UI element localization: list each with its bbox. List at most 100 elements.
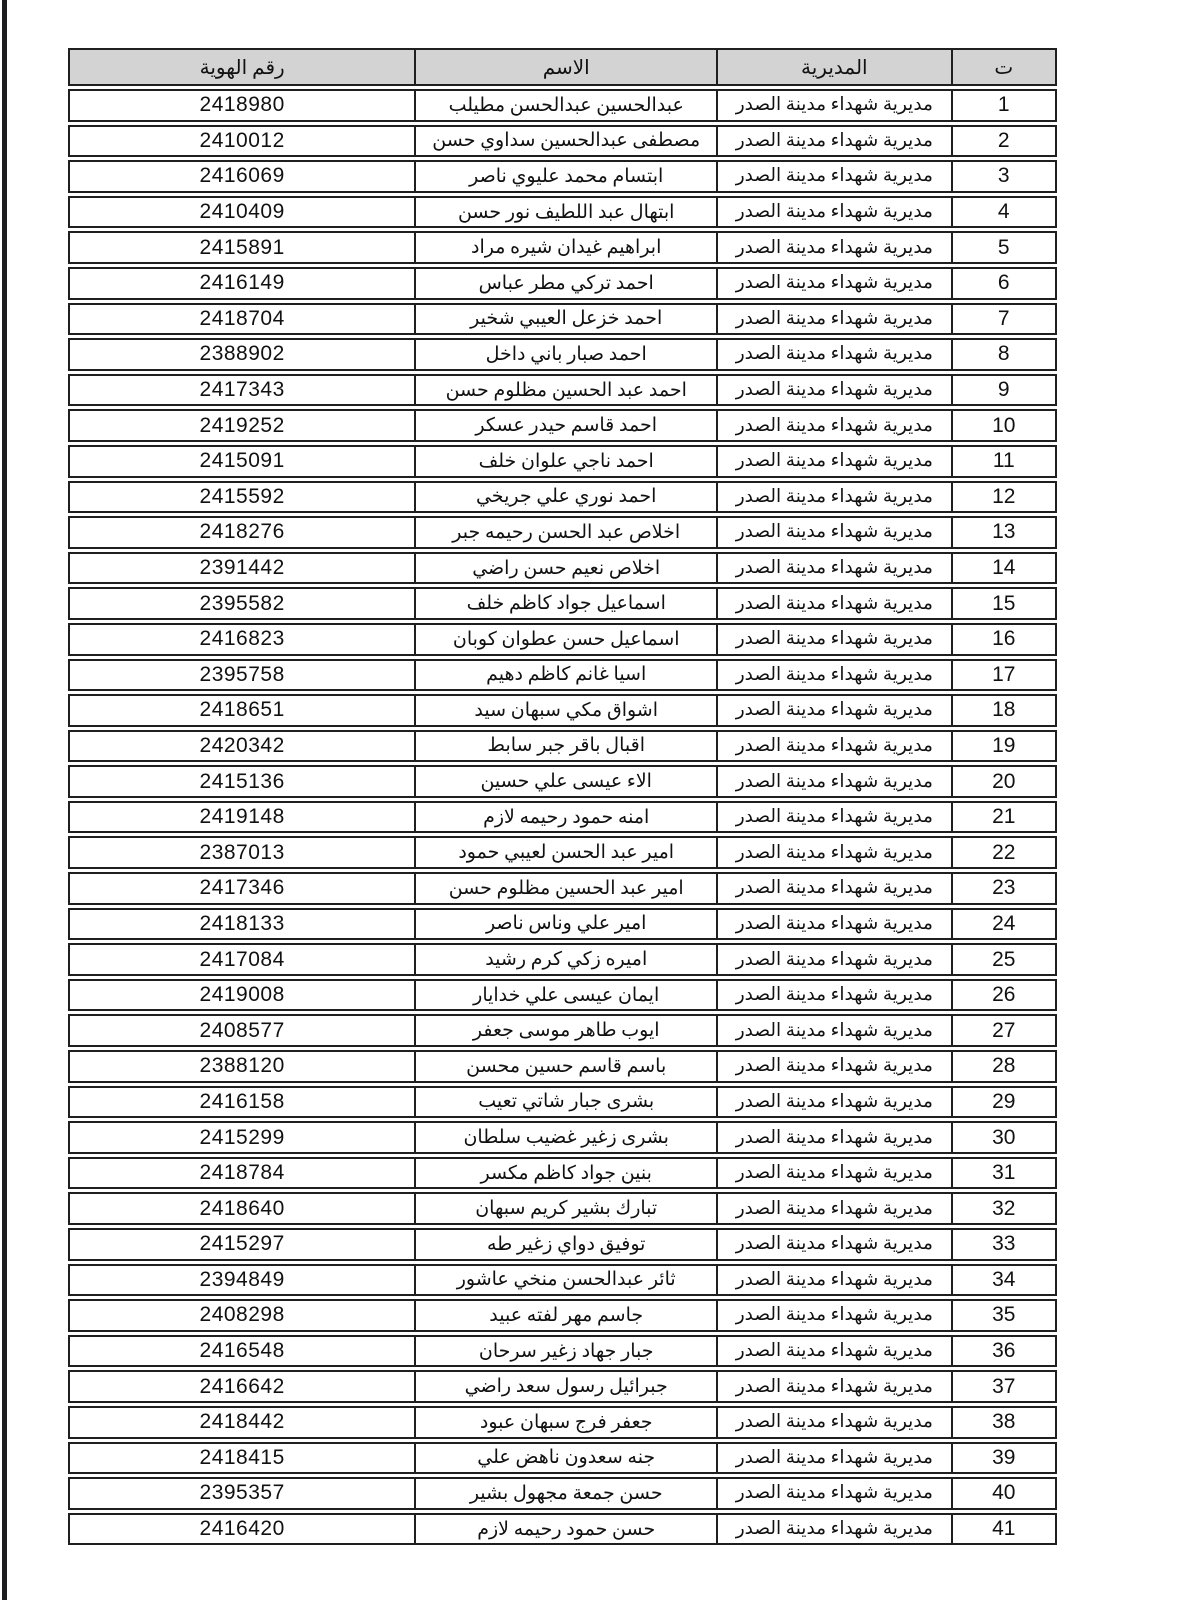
table-row: 41 مديرية شهداء مدينة الصدر حسن حمود رحيمه…: [68, 1512, 1057, 1546]
cell-serial: 7: [952, 302, 1057, 336]
cell-serial: 25: [952, 943, 1057, 976]
cell-serial: 19: [952, 729, 1057, 763]
table-row: 12 مديرية شهداء مدينة الصدر احمد نوري علي …: [68, 480, 1057, 514]
cell-id-number: 2395357: [68, 1477, 417, 1510]
cell-id-number: 2416069: [68, 160, 417, 193]
cell-serial: 4: [952, 195, 1057, 229]
cell-directorate: مديرية شهداء مدينة الصدر: [718, 1192, 953, 1225]
cell-serial: 29: [952, 1085, 1057, 1119]
cell-directorate: مديرية شهداء مدينة الصدر: [718, 195, 953, 229]
cell-directorate: مديرية شهداء مدينة الصدر: [718, 1299, 953, 1332]
cell-name: احمد قاسم حيدر عسكر: [416, 409, 719, 442]
cell-name: بنين جواد كاظم مكسر: [416, 1156, 719, 1190]
cell-serial: 30: [952, 1121, 1057, 1154]
cell-name: جعفر فرج سبهان عبود: [416, 1405, 719, 1439]
cell-directorate: مديرية شهداء مدينة الصدر: [718, 1228, 953, 1261]
cell-serial: 33: [952, 1228, 1057, 1261]
table-row: 27 مديرية شهداء مدينة الصدر ايوب طاهر موسى…: [68, 1014, 1057, 1048]
table-row: 4 مديرية شهداء مدينة الصدر ابتهال عبد اللط…: [68, 195, 1057, 229]
cell-directorate: مديرية شهداء مدينة الصدر: [718, 622, 953, 656]
martyrs-id-list-table: ت المديرية الاسم رقم الهوية 1 مديرية شهدا…: [68, 45, 1057, 1548]
cell-id-number: 2417343: [68, 373, 417, 407]
cell-directorate: مديرية شهداء مدينة الصدر: [718, 1263, 953, 1297]
cell-name: اسماعيل حسن عطوان كوبان: [416, 622, 719, 656]
cell-id-number: 2408577: [68, 1014, 417, 1048]
cell-id-number: 2418415: [68, 1441, 417, 1475]
table-row: 25 مديرية شهداء مدينة الصدر اميره زكي كرم …: [68, 943, 1057, 976]
cell-name: اخلاص نعيم حسن راضي: [416, 551, 719, 585]
cell-name: الاء عيسى علي حسين: [416, 765, 719, 798]
table-row: 9 مديرية شهداء مدينة الصدر احمد عبد الحسين…: [68, 373, 1057, 407]
cell-serial: 34: [952, 1263, 1057, 1297]
cell-name: امير عبد الحسن لعيبي حمود: [416, 836, 719, 870]
cell-id-number: 2388120: [68, 1050, 417, 1083]
table-row: 8 مديرية شهداء مدينة الصدر احمد صبار باني …: [68, 338, 1057, 371]
cell-directorate: مديرية شهداء مدينة الصدر: [718, 409, 953, 442]
cell-name: احمد ناجي علوان خلف: [416, 444, 719, 478]
cell-serial: 10: [952, 409, 1057, 442]
cell-name: احمد تركي مطر عباس: [416, 266, 719, 300]
cell-id-number: 2418133: [68, 907, 417, 941]
cell-serial: 40: [952, 1477, 1057, 1510]
table-row: 21 مديرية شهداء مدينة الصدر امنه حمود رحيم…: [68, 800, 1057, 834]
cell-serial: 28: [952, 1050, 1057, 1083]
table-row: 26 مديرية شهداء مدينة الصدر ايمان عيسى علي…: [68, 978, 1057, 1012]
cell-name: احمد عبد الحسين مظلوم حسن: [416, 373, 719, 407]
table-row: 2 مديرية شهداء مدينة الصدر مصطفى عبدالحسين…: [68, 124, 1057, 158]
table-row: 30 مديرية شهداء مدينة الصدر بشرى زغير غضيب…: [68, 1121, 1057, 1154]
cell-serial: 13: [952, 516, 1057, 549]
cell-directorate: مديرية شهداء مدينة الصدر: [718, 836, 953, 870]
cell-directorate: مديرية شهداء مدينة الصدر: [718, 231, 953, 264]
cell-directorate: مديرية شهداء مدينة الصدر: [718, 1050, 953, 1083]
table-row: 7 مديرية شهداء مدينة الصدر احمد خزعل العيب…: [68, 302, 1057, 336]
cell-name: توفيق دواي زغير طه: [416, 1228, 719, 1261]
cell-name: امير عبد الحسين مظلوم حسن: [416, 872, 719, 905]
cell-name: جبار جهاد زغير سرحان: [416, 1334, 719, 1368]
cell-serial: 15: [952, 587, 1057, 620]
cell-serial: 1: [952, 89, 1057, 122]
cell-serial: 41: [952, 1512, 1057, 1546]
cell-name: احمد نوري علي جريخي: [416, 480, 719, 514]
table-row: 28 مديرية شهداء مدينة الصدر باسم قاسم حسين…: [68, 1050, 1057, 1083]
cell-name: احمد صبار باني داخل: [416, 338, 719, 371]
cell-directorate: مديرية شهداء مدينة الصدر: [718, 1085, 953, 1119]
cell-serial: 22: [952, 836, 1057, 870]
cell-serial: 17: [952, 658, 1057, 692]
cell-name: ابتسام محمد عليوي ناصر: [416, 160, 719, 193]
table-row: 35 مديرية شهداء مدينة الصدر جاسم مهر لفته …: [68, 1299, 1057, 1332]
cell-directorate: مديرية شهداء مدينة الصدر: [718, 1512, 953, 1546]
table-row: 5 مديرية شهداء مدينة الصدر ابراهيم غيدان ش…: [68, 231, 1057, 264]
cell-name: جبرائيل رسول سعد راضي: [416, 1370, 719, 1403]
table-row: 13 مديرية شهداء مدينة الصدر اخلاص عبد الحس…: [68, 516, 1057, 549]
table-row: 37 مديرية شهداء مدينة الصدر جبرائيل رسول س…: [68, 1370, 1057, 1403]
cell-id-number: 2418640: [68, 1192, 417, 1225]
table-row: 31 مديرية شهداء مدينة الصدر بنين جواد كاظم…: [68, 1156, 1057, 1190]
cell-id-number: 2420342: [68, 729, 417, 763]
cell-serial: 23: [952, 872, 1057, 905]
cell-name: ثائر عبدالحسن منخي عاشور: [416, 1263, 719, 1297]
cell-serial: 8: [952, 338, 1057, 371]
cell-name: بشرى زغير غضيب سلطان: [416, 1121, 719, 1154]
table-row: 40 مديرية شهداء مدينة الصدر حسن جمعة مجهول…: [68, 1477, 1057, 1510]
cell-id-number: 2416158: [68, 1085, 417, 1119]
header-row: ت المديرية الاسم رقم الهوية: [68, 48, 1057, 86]
cell-id-number: 2418980: [68, 89, 417, 122]
cell-name: امير علي وناس ناصر: [416, 907, 719, 941]
col-header-serial: ت: [952, 48, 1057, 86]
cell-id-number: 2418651: [68, 694, 417, 727]
cell-id-number: 2415297: [68, 1228, 417, 1261]
table-row: 36 مديرية شهداء مدينة الصدر جبار جهاد زغير…: [68, 1334, 1057, 1368]
cell-directorate: مديرية شهداء مدينة الصدر: [718, 1370, 953, 1403]
cell-directorate: مديرية شهداء مدينة الصدر: [718, 694, 953, 727]
table-row: 22 مديرية شهداء مدينة الصدر امير عبد الحسن…: [68, 836, 1057, 870]
cell-name: ايوب طاهر موسى جعفر: [416, 1014, 719, 1048]
cell-directorate: مديرية شهداء مدينة الصدر: [718, 1334, 953, 1368]
cell-directorate: مديرية شهداء مدينة الصدر: [718, 658, 953, 692]
cell-directorate: مديرية شهداء مدينة الصدر: [718, 124, 953, 158]
cell-name: اقبال باقر جبر سابط: [416, 729, 719, 763]
table-row: 33 مديرية شهداء مدينة الصدر توفيق دواي زغي…: [68, 1228, 1057, 1261]
cell-name: اسماعيل جواد كاظم خلف: [416, 587, 719, 620]
cell-name: مصطفى عبدالحسين سداوي حسن: [416, 124, 719, 158]
table-row: 3 مديرية شهداء مدينة الصدر ابتسام محمد علي…: [68, 160, 1057, 193]
cell-serial: 2: [952, 124, 1057, 158]
